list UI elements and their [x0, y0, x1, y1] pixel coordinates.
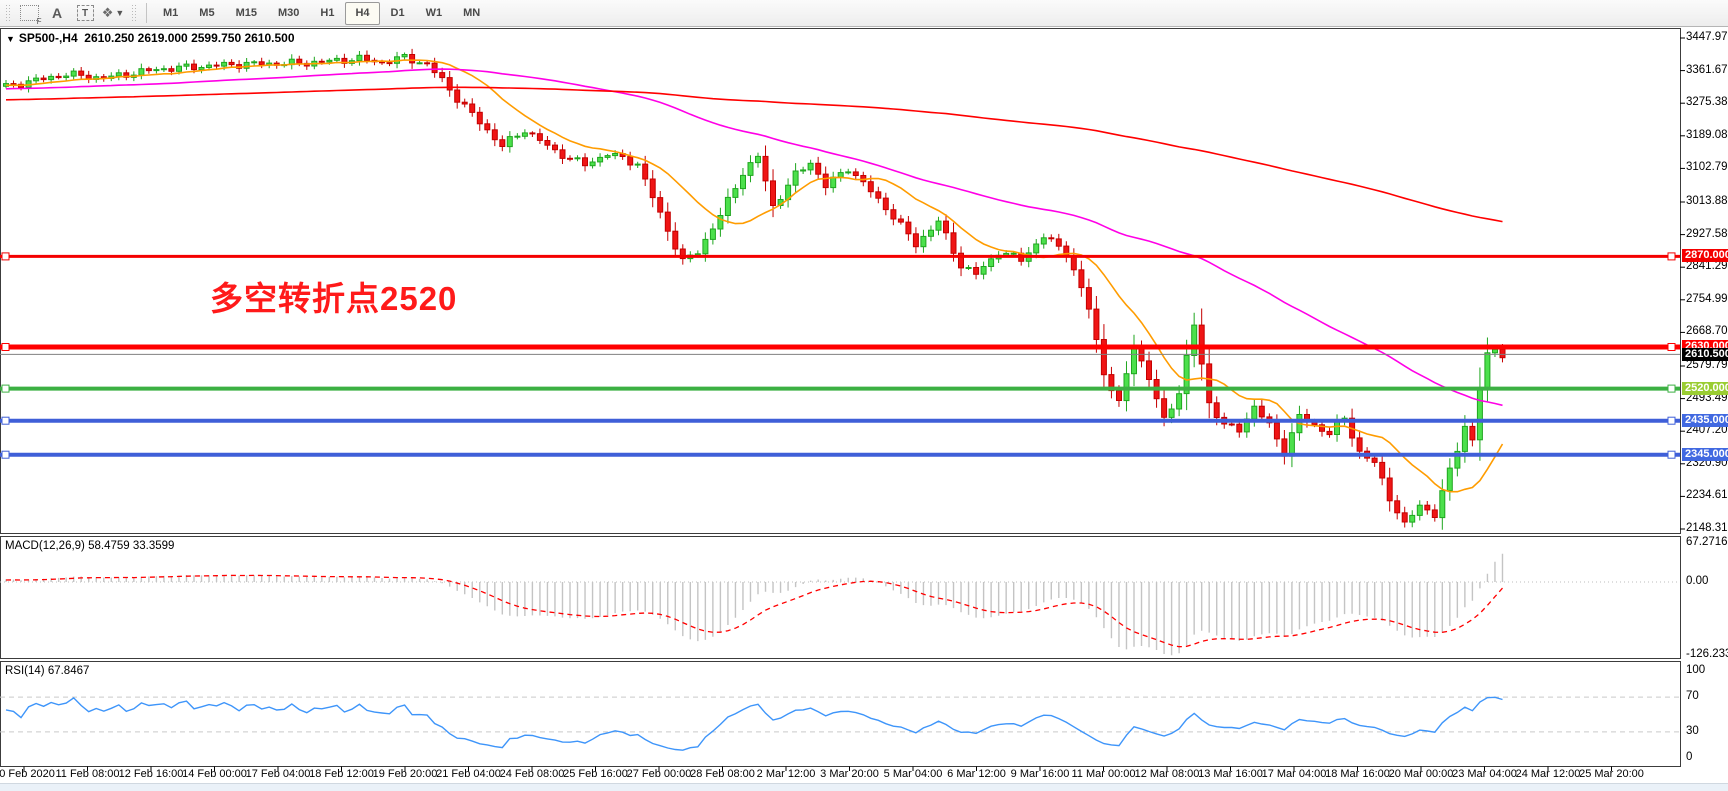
- current-price-tag: 2610.500: [1682, 348, 1728, 361]
- time-axis-label: 11 Mar 00:00: [1071, 768, 1136, 780]
- text-tool-button[interactable]: A: [44, 1, 70, 25]
- price-axis-label: 2754.995: [1686, 293, 1728, 305]
- macd-indicator-label: MACD(12,26,9) 58.4759 33.3599: [5, 540, 175, 552]
- time-axis-label: 17 Feb 04:00: [245, 768, 311, 780]
- hline-handle: [1667, 416, 1676, 425]
- time-axis-label: 27 Feb 00:00: [626, 768, 692, 780]
- timeframe-button-m30[interactable]: M30: [277, 7, 300, 19]
- macd-axis-label: 0.00: [1686, 575, 1709, 587]
- time-axis-label: 25 Feb 16:00: [563, 768, 628, 780]
- hline-handle: [1667, 343, 1676, 351]
- price-axis-label: 3189.085: [1686, 129, 1728, 141]
- time-axis-label: 6 Mar 12:00: [947, 768, 1006, 780]
- toolbar: A T ❖ ▼ M1 M5 M15 M30 H1 H4 D1 W1 MN: [0, 0, 1728, 27]
- price-axis-label: 3275.380: [1686, 96, 1728, 108]
- time-axis-label: 13 Mar 16:00: [1198, 768, 1263, 780]
- time-axis-label: 5 Mar 04:00: [883, 768, 943, 780]
- timeframe-button-w1[interactable]: W1: [425, 7, 443, 19]
- timeframe-button-h4[interactable]: H4: [345, 1, 380, 25]
- price-axis-label: 2234.610: [1686, 489, 1728, 501]
- price-axis-label: 3361.675: [1686, 64, 1728, 76]
- hline-price-tag: 2870.000: [1682, 249, 1728, 262]
- timeframe-button-m5[interactable]: M5: [199, 7, 215, 19]
- rsi-axis-label: 70: [1686, 690, 1699, 702]
- price-axis-label: 2407.200: [1686, 424, 1728, 436]
- chevron-down-icon: ▼: [115, 8, 125, 18]
- time-axis-label: 17 Mar 04:00: [1261, 768, 1327, 780]
- timeframe-button-h1[interactable]: H1: [320, 7, 335, 19]
- timeframe-bar: M1 M5 M15 M30 H1 H4 D1 W1 MN: [153, 1, 490, 25]
- toolbar-grip[interactable]: [5, 4, 11, 22]
- rsi-axis-label: 30: [1686, 725, 1699, 737]
- chart-symbol: SP500-,H4: [18, 31, 78, 45]
- hline-handle: [1667, 450, 1676, 459]
- time-axis-label: 20 Mar 00:00: [1388, 768, 1454, 780]
- time-axis-label: 24 Feb 08:00: [499, 768, 565, 780]
- text-label-icon: T: [76, 5, 94, 21]
- toolbar-grip-2[interactable]: [131, 4, 137, 22]
- time-axis-label: 14 Feb 00:00: [182, 768, 247, 780]
- rsi-axis-label: 100: [1686, 664, 1706, 676]
- time-axis-label: 18 Feb 12:00: [309, 768, 374, 780]
- rsi-indicator-label: RSI(14) 67.8467: [5, 665, 90, 677]
- time-axis-label: 21 Feb 04:00: [436, 768, 501, 780]
- arrange-arrows-icon: ❖: [101, 5, 114, 20]
- time-axis-label: 23 Mar 04:00: [1452, 768, 1517, 780]
- hline-handle: [1, 384, 10, 393]
- price-axis-label: 3102.790: [1686, 161, 1728, 173]
- hline-price-tag: 2520.000: [1682, 382, 1728, 395]
- price-axis-label: 2148.315: [1686, 522, 1728, 534]
- time-axis-label: 18 Mar 16:00: [1325, 768, 1390, 780]
- price-axis-label: 2579.790: [1686, 359, 1728, 371]
- time-axis-label: 12 Feb 16:00: [118, 768, 184, 780]
- main-chart-panel[interactable]: [0, 28, 1681, 534]
- window-bottom-strip: [0, 783, 1728, 791]
- timeframe-button-m1[interactable]: M1: [163, 7, 179, 19]
- time-axis-label: 2 Mar 12:00: [756, 768, 816, 780]
- price-axis-label: 2841.290: [1686, 260, 1728, 272]
- time-axis-label: 24 Mar 12:00: [1515, 768, 1581, 780]
- price-axis-label: 3447.970: [1686, 31, 1728, 43]
- toolbar-separator: [146, 3, 147, 23]
- price-axis-label: 3013.880: [1686, 195, 1728, 207]
- chart-ohlc-values: 2610.250 2619.000 2599.750 2610.500: [84, 31, 295, 45]
- hline-handle: [1, 343, 10, 351]
- text-a-icon: A: [51, 5, 63, 21]
- time-axis-label: 10 Feb 2020: [0, 768, 55, 780]
- time-axis-label: 12 Mar 08:00: [1134, 768, 1200, 780]
- arrange-objects-button[interactable]: ❖ ▼: [100, 1, 126, 25]
- rsi-axis-label: 0: [1686, 751, 1693, 763]
- hline-handle: [1, 252, 10, 261]
- text-label-button[interactable]: T: [72, 1, 98, 25]
- time-axis-label: 3 Mar 20:00: [820, 768, 879, 780]
- timeframe-button-d1[interactable]: D1: [390, 7, 405, 19]
- data-window-button[interactable]: [16, 1, 42, 26]
- price-axis-label: 2927.585: [1686, 228, 1728, 240]
- price-axis[interactable]: [1681, 28, 1728, 783]
- chart-text-annotation[interactable]: 多空转折点2520: [210, 280, 458, 317]
- time-axis-label: 11 Feb 08:00: [55, 768, 120, 780]
- time-axis-label: 25 Mar 20:00: [1579, 768, 1644, 780]
- price-axis-label: 2668.700: [1686, 325, 1728, 337]
- chart-title: ▼ SP500-,H4 2610.250 2619.000 2599.750 26…: [6, 31, 295, 45]
- hline-handle: [1667, 384, 1676, 393]
- rsi-panel[interactable]: [0, 661, 1681, 767]
- timeframe-button-m15[interactable]: M15: [235, 7, 257, 19]
- time-axis-label: 28 Feb 08:00: [690, 768, 755, 780]
- time-axis-label: 9 Mar 16:00: [1010, 768, 1070, 780]
- time-axis-label: 19 Feb 20:00: [372, 768, 438, 780]
- macd-axis-label: -126.233: [1686, 648, 1728, 660]
- grid-f-icon: [19, 5, 42, 26]
- macd-panel[interactable]: [0, 536, 1681, 659]
- hline-handle: [1, 416, 10, 425]
- hline-handle: [1667, 252, 1676, 261]
- collapse-triangle-icon[interactable]: ▼: [6, 34, 15, 44]
- hline-price-tag: 2435.000: [1682, 414, 1728, 427]
- hline-handle: [1, 450, 10, 459]
- hline-price-tag: 2345.000: [1682, 448, 1728, 461]
- timeframe-button-mn[interactable]: MN: [463, 7, 481, 19]
- macd-axis-label: 67.2716: [1686, 536, 1728, 548]
- price-axis-label: 2493.495: [1686, 392, 1728, 404]
